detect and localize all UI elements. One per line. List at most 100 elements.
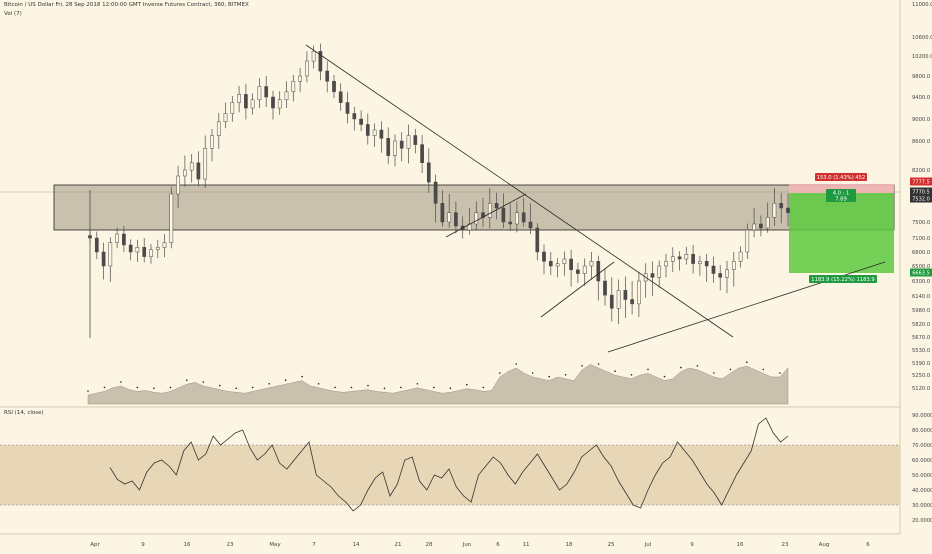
candle-body (508, 221, 513, 225)
candle-body (162, 242, 167, 248)
position-stop-label-bg (815, 173, 867, 181)
time-axis-tick: Jun (462, 542, 472, 548)
price-tag-bg (910, 194, 932, 203)
candle-body (122, 233, 126, 246)
candle-body (250, 99, 255, 109)
candle-body (454, 212, 458, 227)
position-ratio-label-bg (826, 189, 856, 202)
volume-dot (416, 383, 419, 385)
candle-body (325, 70, 330, 82)
price-axis-tick: 5530.0 (912, 348, 930, 354)
rsi-axis-tick: 80.0000 (912, 428, 932, 434)
time-axis-tick: Apr (90, 542, 100, 548)
candle-body (311, 51, 316, 62)
rsi-axis-tick: 40.0000 (912, 488, 932, 494)
candle-body (155, 247, 160, 250)
time-axis-tick: 11 (523, 542, 530, 548)
candle-body (305, 60, 309, 77)
candle-body (291, 81, 296, 93)
candle-body (487, 203, 492, 218)
volume-label: Vol (7) (4, 11, 22, 17)
candle-body (711, 265, 716, 274)
candle-body (359, 118, 363, 125)
candle-body (399, 140, 404, 149)
volume-dot (284, 379, 287, 382)
candle-body (216, 121, 221, 136)
rsi-axis-tick: 70.0000 (912, 443, 932, 449)
candle-body (352, 113, 357, 120)
time-axis-tick: Jul (644, 542, 652, 548)
volume-dot (647, 368, 649, 371)
candle-body (650, 273, 655, 278)
volume-dot (350, 386, 353, 389)
price-axis-tick: 10600.0 (912, 35, 932, 41)
candle-body (203, 148, 208, 180)
candle-body (115, 233, 119, 243)
rsi-line (109, 417, 789, 512)
candle-body (779, 203, 784, 209)
volume-dot (515, 363, 517, 365)
time-axis-tick: 18 (566, 542, 573, 548)
trendline (445, 193, 527, 238)
price-axis-tick: 5250.0 (912, 373, 930, 379)
volume-dot (696, 365, 699, 367)
price-axis-tick: 8600.0 (912, 139, 930, 145)
candle-body (135, 247, 140, 253)
candle-body (386, 138, 391, 156)
candle-body (196, 162, 201, 180)
candle-body (535, 227, 540, 253)
candle-body (271, 96, 275, 109)
volume-dot (779, 372, 781, 374)
candle-body (94, 237, 99, 253)
price-axis-tick: 9000.0 (912, 117, 930, 123)
candle-body (670, 256, 675, 262)
price-tag: 7777.5 (912, 180, 930, 186)
candle-body (637, 280, 641, 305)
volume-dot (746, 361, 748, 364)
price-tag-bg (910, 268, 932, 277)
candle-body (413, 135, 418, 145)
candle-body (630, 299, 634, 305)
time-axis-tick: 25 (608, 542, 615, 548)
rsi-band (0, 445, 900, 505)
price-tag: 6663.5 (912, 271, 930, 277)
candle-body (555, 263, 560, 267)
candle-body (704, 261, 709, 267)
candle-body (108, 242, 113, 267)
volume-dot (597, 363, 600, 365)
candle-body (474, 212, 479, 225)
candle-body (189, 162, 194, 171)
candle-body (183, 169, 187, 177)
position-ratio-label: 4.0 : 1 (833, 191, 850, 197)
trendline (305, 44, 734, 338)
price-axis-tick: 6140.0 (912, 294, 930, 300)
candle-body (596, 261, 601, 282)
candle-body (623, 290, 628, 300)
candle-body (264, 86, 269, 98)
time-axis-tick: 6 (866, 542, 870, 548)
volume-dot (499, 372, 501, 374)
candle-body (345, 102, 350, 114)
candle-body (230, 102, 235, 114)
candle-body (603, 280, 607, 296)
volume-dot (219, 384, 221, 387)
candle-body (277, 99, 282, 109)
price-tag-bg (910, 177, 932, 186)
volume-dot (564, 374, 567, 376)
price-axis-tick: 5670.0 (912, 335, 930, 341)
time-axis-tick: 16 (184, 542, 191, 548)
candle-body (244, 94, 248, 109)
rsi-axis-tick: 90.0000 (912, 413, 932, 419)
time-axis-tick: 6 (496, 542, 500, 548)
volume-area (87, 364, 789, 405)
rsi-axis-tick: 20.0000 (912, 518, 932, 524)
volume-dot (680, 366, 682, 369)
time-axis-tick: 23 (227, 542, 234, 548)
volume-dot (186, 379, 188, 382)
candle-body (406, 135, 411, 149)
time-axis-tick: 16 (737, 542, 744, 548)
position-target-label-bg (809, 275, 877, 283)
candle-body (542, 251, 546, 262)
